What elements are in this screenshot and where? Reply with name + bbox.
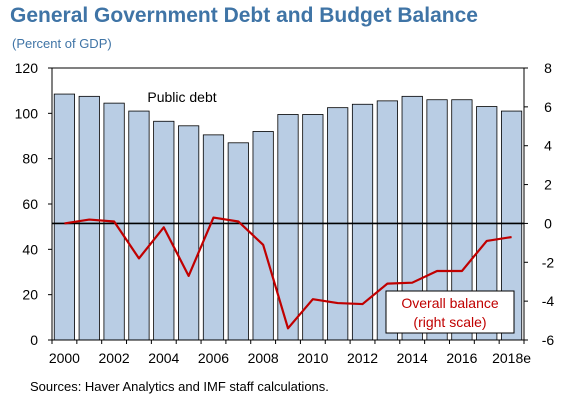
x-axis-tick-label: 2012 xyxy=(347,350,378,366)
x-axis-tick-label: 2010 xyxy=(297,350,328,366)
debt-bar xyxy=(202,134,225,341)
left-axis-tick-label: 20 xyxy=(22,287,38,303)
right-axis-tick-label: -6 xyxy=(542,332,555,348)
x-axis-tick-label: 2004 xyxy=(148,350,179,366)
balance-label-box xyxy=(385,290,515,334)
x-axis-tick-label: 2006 xyxy=(198,350,229,366)
chart-title: General Government Debt and Budget Balan… xyxy=(10,4,478,27)
debt-bar xyxy=(178,125,200,341)
debt-bar xyxy=(252,131,274,341)
x-axis-tick-label: 2018e xyxy=(492,350,531,366)
series-label-right-scale: (right scale) xyxy=(413,314,486,330)
x-axis-tick-label: 2016 xyxy=(446,350,477,366)
debt-bar xyxy=(78,95,100,341)
left-axis-tick-label: 120 xyxy=(15,60,39,76)
chart-subtitle: (Percent of GDP) xyxy=(12,36,112,51)
left-axis-tick-label: 0 xyxy=(30,332,38,348)
right-axis-tick-label: -2 xyxy=(542,254,555,270)
right-axis-tick-label: -4 xyxy=(542,293,555,309)
left-axis-tick-label: 100 xyxy=(15,105,39,121)
right-axis-tick-label: 2 xyxy=(544,177,552,193)
right-axis-tick-label: 8 xyxy=(544,60,552,76)
left-axis-tick-label: 60 xyxy=(22,196,38,212)
left-axis-tick-label: 40 xyxy=(22,241,38,257)
left-axis-tick-label: 80 xyxy=(22,151,38,167)
right-axis-tick-label: 6 xyxy=(544,99,552,115)
x-axis-tick-label: 2014 xyxy=(397,350,428,366)
series-label-public-debt: Public debt xyxy=(147,89,216,105)
chart-axes: 0 20 40 60 80 100 120 -6 -4 -2 0 2 4 6 8 2000 2002 2004 20… xyxy=(15,60,555,366)
debt-bar xyxy=(53,93,76,341)
series-label-overall-balance: Overall balance xyxy=(401,295,498,311)
debt-bar xyxy=(227,142,249,341)
chart-labels: Public debt Overall balance (right scale… xyxy=(147,89,515,334)
debt-bar xyxy=(153,120,175,341)
balance-line-group xyxy=(64,216,512,330)
x-axis-tick-label: 2008 xyxy=(248,350,279,366)
x-axis-tick-label: 2002 xyxy=(99,350,130,366)
right-axis-tick-label: 0 xyxy=(544,215,552,231)
x-axis-tick-label: 2000 xyxy=(49,350,80,366)
balance-line xyxy=(64,216,512,330)
debt-bar xyxy=(128,110,150,341)
chart-source: Sources: Haver Analytics and IMF staff c… xyxy=(30,379,329,394)
right-axis-tick-label: 4 xyxy=(544,138,552,154)
